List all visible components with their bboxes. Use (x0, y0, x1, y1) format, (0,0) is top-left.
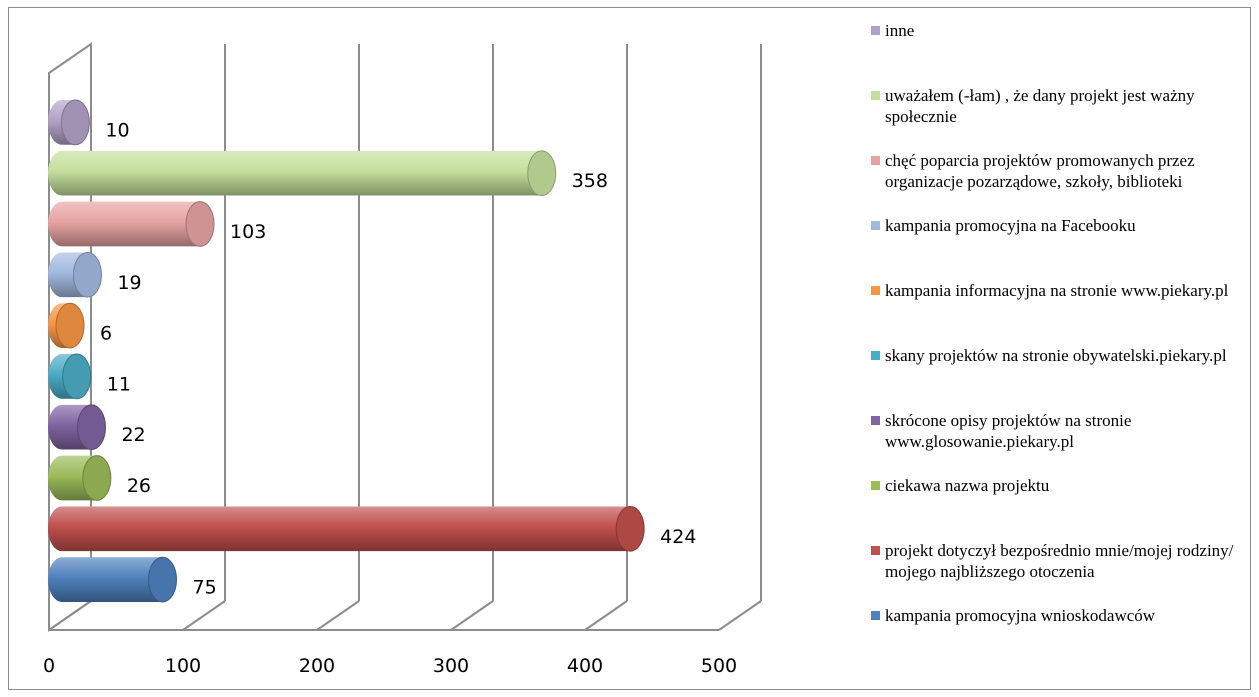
legend-swatch (871, 481, 880, 490)
x-tick-label: 100 (165, 655, 201, 677)
legend: inne uważałem (-łam) , że dany projekt je… (871, 0, 1251, 697)
x-tick-label: 200 (299, 655, 335, 677)
data-label: 19 (117, 272, 141, 294)
data-label: 103 (230, 221, 266, 243)
x-axis-ticks: 0 100 200 300 400 500 (43, 655, 737, 677)
legend-swatch (871, 221, 880, 230)
legend-swatch (871, 611, 880, 620)
legend-label: kampania promocyjna wnioskodawców (885, 606, 1156, 625)
bar-cap (62, 353, 92, 400)
bar-cap (76, 404, 106, 451)
bar-body (47, 557, 177, 602)
floor-gridline (450, 600, 494, 631)
x-tick-label: 0 (43, 655, 55, 677)
bar-0 (47, 556, 177, 603)
floor-gridline (316, 600, 360, 631)
legend-label: uważałem (-łam) , że dany projekt jest w… (885, 86, 1195, 126)
legend-label: projekt dotyczył bezpośrednio mnie/mojej… (885, 541, 1234, 581)
legend-label: chęć poparcia projektów promowanych prze… (885, 151, 1195, 191)
legend-swatch (871, 416, 880, 425)
data-label: 424 (660, 526, 696, 548)
data-label: 358 (572, 170, 608, 192)
floor-gridline (584, 600, 628, 631)
bar-4 (48, 353, 92, 400)
bar-cap (185, 201, 215, 247)
legend-swatch (871, 26, 880, 35)
bar-6 (47, 251, 102, 298)
bar-5 (47, 302, 85, 349)
data-labels: 75 424 26 22 11 6 19 103 358 10 (100, 119, 696, 598)
data-label: 6 (100, 323, 112, 345)
floor-gridline (48, 600, 92, 631)
legend-swatch (871, 351, 880, 360)
bar-body (48, 150, 556, 196)
legend-label: kampania promocyjna na Facebooku (885, 216, 1136, 235)
data-label: 75 (193, 577, 217, 599)
x-tick-label: 500 (701, 655, 737, 677)
bar-cap (148, 556, 177, 603)
data-label: 22 (121, 424, 145, 446)
data-label: 11 (107, 373, 131, 395)
bar-1 (48, 505, 645, 552)
bar-7 (47, 201, 215, 247)
legend-label: skrócone opisy projektów na stronie www.… (885, 411, 1132, 451)
legend-label: inne (885, 21, 915, 40)
bar-cap (72, 251, 102, 298)
floor-gridline (718, 600, 762, 631)
legend-swatch (871, 156, 880, 165)
data-label: 26 (127, 475, 151, 497)
bar-cap (55, 302, 85, 349)
legend-swatch (871, 546, 880, 555)
bar-body (47, 201, 215, 247)
floor-gridline (182, 600, 226, 631)
chart-frame (8, 7, 1251, 690)
bar-2 (48, 455, 112, 501)
bar-cap (615, 505, 645, 552)
bar-cap (60, 99, 90, 146)
data-label: 10 (105, 119, 129, 141)
legend-swatch (871, 91, 880, 100)
bars (47, 99, 645, 603)
legend-label: skany projektów na stronie obywatelski.p… (885, 346, 1227, 365)
bar-8 (48, 150, 557, 197)
x-tick-label: 400 (567, 655, 603, 677)
bar-body (48, 506, 645, 552)
bar-3 (47, 404, 106, 451)
bar-cap (527, 150, 557, 197)
legend-swatch (871, 286, 880, 295)
x-tick-label: 300 (433, 655, 469, 677)
legend-label: ciekawa nazwa projektu (885, 476, 1050, 495)
legend-label: kampania informacyjna na stronie www.pie… (885, 281, 1229, 300)
bar-cap (82, 455, 112, 501)
bar-9 (47, 99, 90, 146)
